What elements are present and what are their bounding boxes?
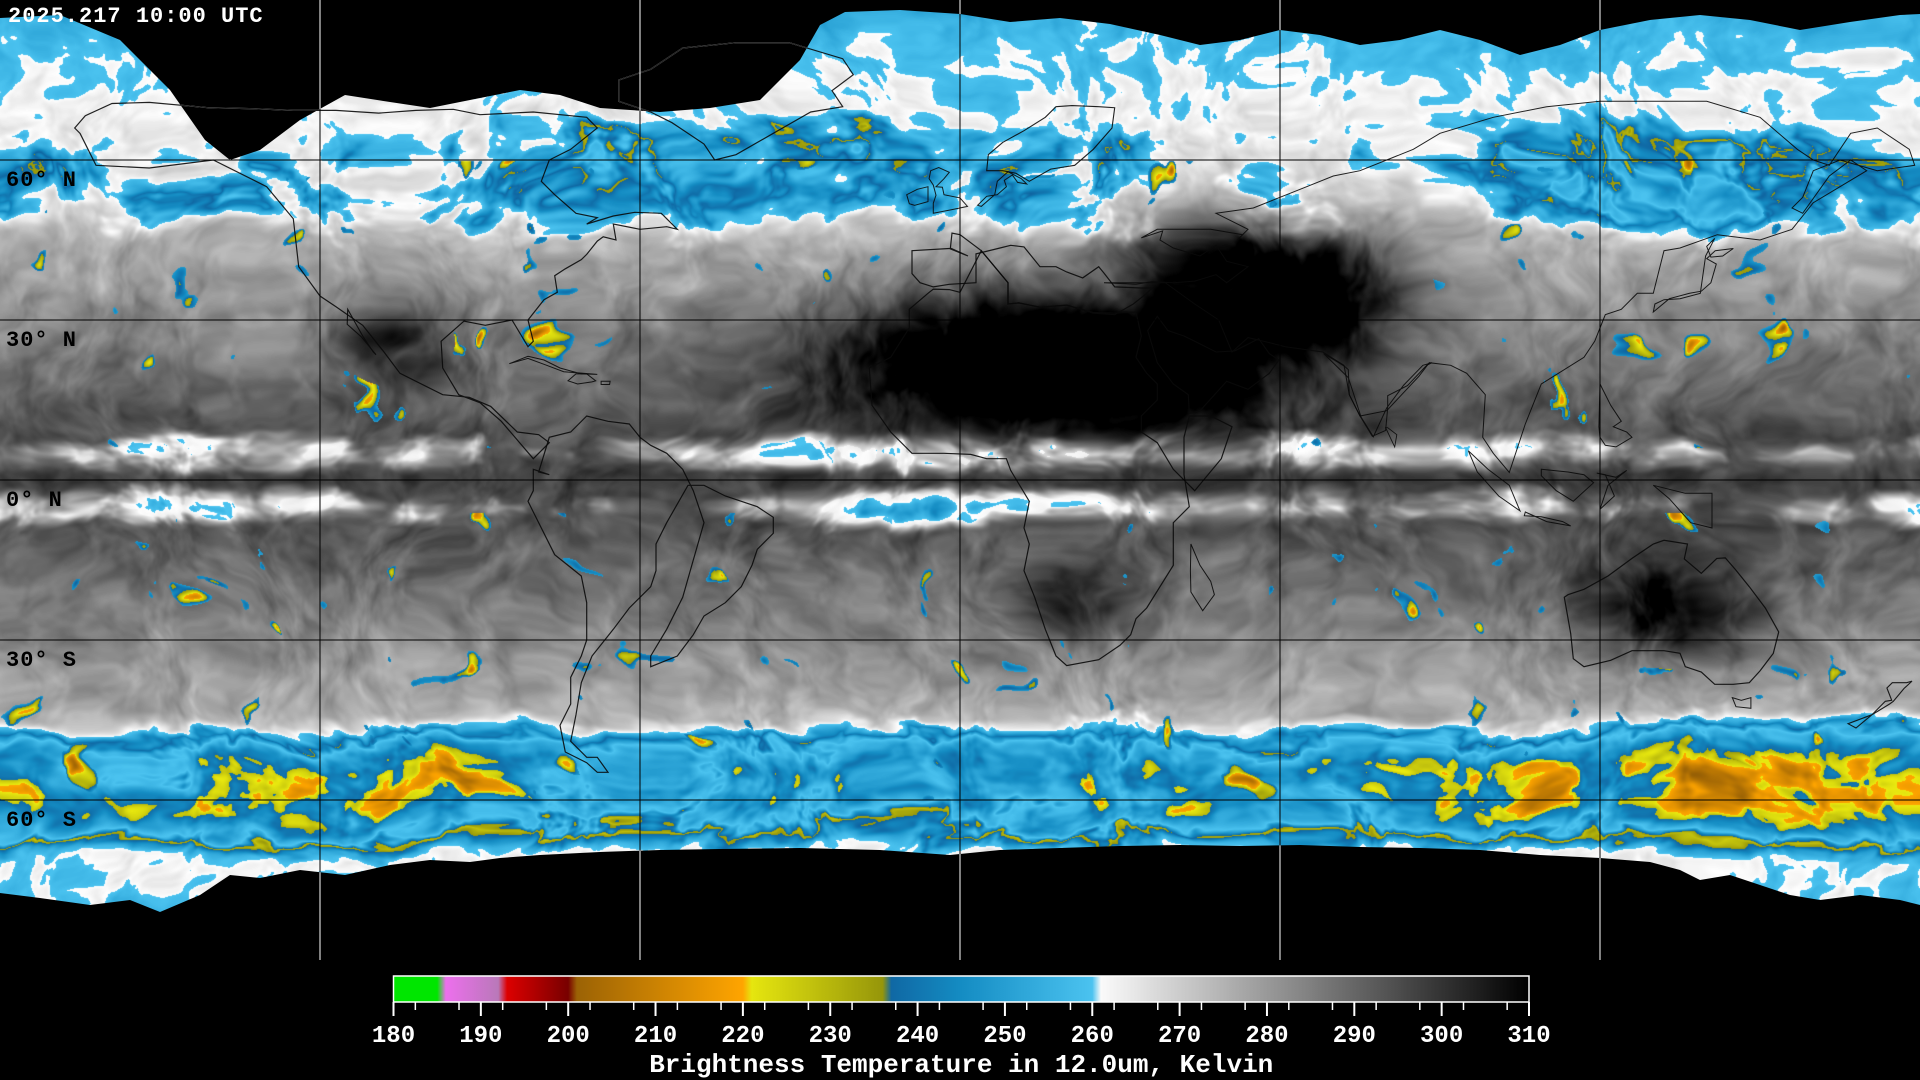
svg-text:250: 250 [983, 1023, 1026, 1050]
svg-text:270: 270 [1158, 1023, 1201, 1050]
svg-text:220: 220 [721, 1023, 764, 1050]
svg-text:260: 260 [1071, 1023, 1114, 1050]
svg-text:Brightness Temperature in 12.0: Brightness Temperature in 12.0um, Kelvin [649, 1050, 1273, 1080]
svg-text:200: 200 [547, 1023, 590, 1050]
svg-text:300: 300 [1420, 1023, 1463, 1050]
svg-text:240: 240 [896, 1023, 939, 1050]
svg-text:230: 230 [809, 1023, 852, 1050]
svg-text:190: 190 [459, 1023, 502, 1050]
svg-text:280: 280 [1245, 1023, 1288, 1050]
svg-text:180: 180 [372, 1023, 415, 1050]
svg-text:290: 290 [1333, 1023, 1376, 1050]
svg-text:310: 310 [1507, 1023, 1550, 1050]
svg-text:210: 210 [634, 1023, 677, 1050]
